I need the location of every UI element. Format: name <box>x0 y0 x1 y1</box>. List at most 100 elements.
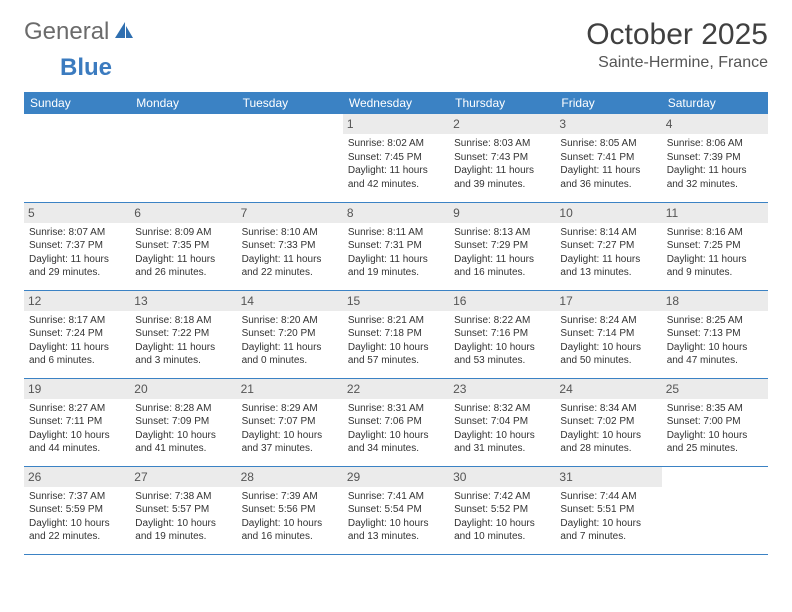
day-details: Sunrise: 7:42 AMSunset: 5:52 PMDaylight:… <box>454 490 550 544</box>
calendar-week-row: 1Sunrise: 8:02 AMSunset: 7:45 PMDaylight… <box>24 114 768 202</box>
day-details: Sunrise: 8:16 AMSunset: 7:25 PMDaylight:… <box>667 226 763 280</box>
weekday-header: Saturday <box>662 92 768 114</box>
daylight-text: Daylight: 11 hours and 36 minutes. <box>560 164 656 191</box>
daylight-text: Daylight: 10 hours and 31 minutes. <box>454 429 550 456</box>
sunset-text: Sunset: 7:04 PM <box>454 415 550 429</box>
sunrise-text: Sunrise: 8:10 AM <box>242 226 338 240</box>
calendar-cell: 14Sunrise: 8:20 AMSunset: 7:20 PMDayligh… <box>237 290 343 378</box>
daylight-text: Daylight: 10 hours and 28 minutes. <box>560 429 656 456</box>
daylight-text: Daylight: 11 hours and 13 minutes. <box>560 253 656 280</box>
calendar-cell: 27 Sunrise: 7:38 AMSunset: 5:57 PMDayligh… <box>130 466 236 554</box>
day-details: Sunrise: 7:44 AMSunset: 5:51 PMDaylight:… <box>560 490 656 544</box>
day-number: 16 <box>449 291 555 311</box>
daylight-text: Daylight: 10 hours and 44 minutes. <box>29 429 125 456</box>
calendar-cell: 6Sunrise: 8:09 AMSunset: 7:35 PMDaylight… <box>130 202 236 290</box>
day-number: 25 <box>662 379 768 399</box>
sunset-text: Sunset: 5:52 PM <box>454 503 550 517</box>
sunset-text: Sunset: 7:22 PM <box>135 327 231 341</box>
calendar-cell: 9 Sunrise: 8:13 AMSunset: 7:29 PMDaylight… <box>449 202 555 290</box>
day-details: Sunrise: 8:02 AMSunset: 7:45 PMDaylight:… <box>348 137 444 191</box>
daylight-text: Daylight: 10 hours and 57 minutes. <box>348 341 444 368</box>
day-details: Sunrise: 8:10 AMSunset: 7:33 PMDaylight:… <box>242 226 338 280</box>
weekday-header: Sunday <box>24 92 130 114</box>
sunrise-text: Sunrise: 8:09 AM <box>135 226 231 240</box>
day-details: Sunrise: 8:35 AMSunset: 7:00 PMDaylight:… <box>667 402 763 456</box>
sunset-text: Sunset: 7:45 PM <box>348 151 444 165</box>
sunset-text: Sunset: 7:07 PM <box>242 415 338 429</box>
calendar-cell: 4Sunrise: 8:06 AMSunset: 7:39 PMDaylight… <box>662 114 768 202</box>
calendar-cell <box>130 114 236 202</box>
sunrise-text: Sunrise: 8:27 AM <box>29 402 125 416</box>
title-block: October 2025 Sainte-Hermine, France <box>586 18 768 72</box>
sunset-text: Sunset: 7:24 PM <box>29 327 125 341</box>
calendar-cell: 13Sunrise: 8:18 AMSunset: 7:22 PMDayligh… <box>130 290 236 378</box>
sunrise-text: Sunrise: 8:34 AM <box>560 402 656 416</box>
daylight-text: Daylight: 10 hours and 13 minutes. <box>348 517 444 544</box>
day-number: 9 <box>449 203 555 223</box>
weekday-header: Tuesday <box>237 92 343 114</box>
sunset-text: Sunset: 7:09 PM <box>135 415 231 429</box>
calendar-cell: 19Sunrise: 8:27 AMSunset: 7:11 PMDayligh… <box>24 378 130 466</box>
sunrise-text: Sunrise: 8:05 AM <box>560 137 656 151</box>
sunset-text: Sunset: 7:16 PM <box>454 327 550 341</box>
calendar-cell: 2Sunrise: 8:03 AMSunset: 7:43 PMDaylight… <box>449 114 555 202</box>
day-details: Sunrise: 8:11 AMSunset: 7:31 PMDaylight:… <box>348 226 444 280</box>
sunrise-text: Sunrise: 8:06 AM <box>667 137 763 151</box>
calendar-cell: 31Sunrise: 7:44 AMSunset: 5:51 PMDayligh… <box>555 466 661 554</box>
day-details: Sunrise: 8:24 AMSunset: 7:14 PMDaylight:… <box>560 314 656 368</box>
sunrise-text: Sunrise: 8:22 AM <box>454 314 550 328</box>
logo: General <box>24 18 137 46</box>
daylight-text: Daylight: 11 hours and 0 minutes. <box>242 341 338 368</box>
calendar-cell: 26Sunrise: 7:37 AMSunset: 5:59 PMDayligh… <box>24 466 130 554</box>
sunrise-text: Sunrise: 8:35 AM <box>667 402 763 416</box>
sunrise-text: Sunrise: 8:02 AM <box>348 137 444 151</box>
day-details: Sunrise: 7:39 AMSunset: 5:56 PMDaylight:… <box>242 490 338 544</box>
daylight-text: Daylight: 11 hours and 29 minutes. <box>29 253 125 280</box>
daylight-text: Daylight: 10 hours and 34 minutes. <box>348 429 444 456</box>
calendar-cell <box>24 114 130 202</box>
calendar-table: Sunday Monday Tuesday Wednesday Thursday… <box>24 92 768 555</box>
day-number: 21 <box>237 379 343 399</box>
day-number: 15 <box>343 291 449 311</box>
weekday-header: Wednesday <box>343 92 449 114</box>
day-number: 30 <box>449 467 555 487</box>
daylight-text: Daylight: 10 hours and 37 minutes. <box>242 429 338 456</box>
day-number: 4 <box>662 114 768 134</box>
daylight-text: Daylight: 11 hours and 16 minutes. <box>454 253 550 280</box>
sunrise-text: Sunrise: 8:20 AM <box>242 314 338 328</box>
calendar-cell: 3Sunrise: 8:05 AMSunset: 7:41 PMDaylight… <box>555 114 661 202</box>
calendar-cell: 30 Sunrise: 7:42 AMSunset: 5:52 PMDayligh… <box>449 466 555 554</box>
day-number: 29 <box>343 467 449 487</box>
daylight-text: Daylight: 11 hours and 42 minutes. <box>348 164 444 191</box>
sunset-text: Sunset: 7:06 PM <box>348 415 444 429</box>
day-details: Sunrise: 8:17 AMSunset: 7:24 PMDaylight:… <box>29 314 125 368</box>
calendar-cell: 25 Sunrise: 8:35 AMSunset: 7:00 PMDayligh… <box>662 378 768 466</box>
day-details: Sunrise: 8:13 AMSunset: 7:29 PMDaylight:… <box>454 226 550 280</box>
calendar-cell: 21 Sunrise: 8:29 AMSunset: 7:07 PMDayligh… <box>237 378 343 466</box>
day-number: 24 <box>555 379 661 399</box>
day-details: Sunrise: 8:21 AMSunset: 7:18 PMDaylight:… <box>348 314 444 368</box>
sunrise-text: Sunrise: 8:18 AM <box>135 314 231 328</box>
sunrise-text: Sunrise: 8:25 AM <box>667 314 763 328</box>
daylight-text: Daylight: 10 hours and 47 minutes. <box>667 341 763 368</box>
calendar-cell: 28Sunrise: 7:39 AMSunset: 5:56 PMDayligh… <box>237 466 343 554</box>
calendar-cell: 16Sunrise: 8:22 AMSunset: 7:16 PMDayligh… <box>449 290 555 378</box>
daylight-text: Daylight: 10 hours and 10 minutes. <box>454 517 550 544</box>
day-details: Sunrise: 7:38 AMSunset: 5:57 PMDaylight:… <box>135 490 231 544</box>
day-details: Sunrise: 8:29 AMSunset: 7:07 PMDaylight:… <box>242 402 338 456</box>
day-details: Sunrise: 8:25 AMSunset: 7:13 PMDaylight:… <box>667 314 763 368</box>
day-number: 27 <box>130 467 236 487</box>
sunset-text: Sunset: 7:29 PM <box>454 239 550 253</box>
logo-text-blue: Blue <box>60 54 112 81</box>
sunrise-text: Sunrise: 7:39 AM <box>242 490 338 504</box>
sail-icon <box>113 20 135 40</box>
sunrise-text: Sunrise: 7:44 AM <box>560 490 656 504</box>
sunset-text: Sunset: 5:54 PM <box>348 503 444 517</box>
day-number: 8 <box>343 203 449 223</box>
calendar-cell: 20Sunrise: 8:28 AMSunset: 7:09 PMDayligh… <box>130 378 236 466</box>
sunrise-text: Sunrise: 8:13 AM <box>454 226 550 240</box>
weekday-header: Friday <box>555 92 661 114</box>
day-number: 11 <box>662 203 768 223</box>
daylight-text: Daylight: 10 hours and 25 minutes. <box>667 429 763 456</box>
day-number: 12 <box>24 291 130 311</box>
